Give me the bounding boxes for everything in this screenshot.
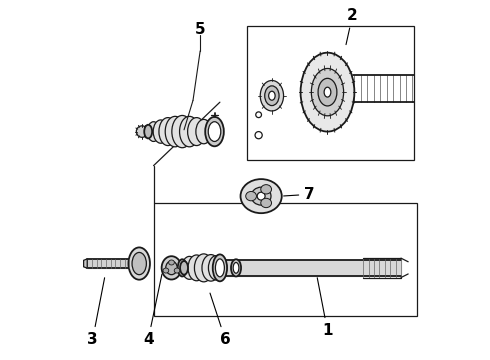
Ellipse shape [208, 256, 224, 280]
Ellipse shape [241, 179, 282, 213]
Ellipse shape [188, 255, 205, 281]
Text: 4: 4 [143, 274, 162, 347]
Ellipse shape [166, 261, 177, 275]
Circle shape [256, 112, 262, 118]
Bar [247, 26, 414, 160]
Ellipse shape [162, 256, 181, 279]
Ellipse shape [144, 125, 152, 138]
Ellipse shape [163, 268, 169, 273]
Ellipse shape [269, 91, 275, 100]
Ellipse shape [178, 259, 187, 276]
Polygon shape [84, 259, 87, 268]
Ellipse shape [174, 268, 180, 273]
Ellipse shape [261, 185, 271, 194]
Text: 5: 5 [195, 22, 205, 37]
Ellipse shape [202, 255, 220, 281]
Text: 1: 1 [317, 278, 333, 338]
Circle shape [255, 132, 262, 139]
Text: 3: 3 [87, 278, 104, 347]
Ellipse shape [128, 247, 150, 280]
Ellipse shape [182, 256, 197, 279]
Ellipse shape [311, 68, 343, 116]
Ellipse shape [260, 81, 284, 111]
Ellipse shape [169, 260, 174, 265]
Ellipse shape [251, 187, 271, 205]
Ellipse shape [132, 252, 147, 275]
Ellipse shape [216, 259, 224, 277]
Ellipse shape [300, 53, 354, 132]
Ellipse shape [153, 120, 168, 143]
Ellipse shape [261, 198, 271, 208]
Ellipse shape [318, 78, 337, 106]
Bar [153, 203, 417, 316]
Ellipse shape [324, 87, 331, 97]
Text: 2: 2 [346, 8, 358, 45]
Ellipse shape [213, 255, 227, 281]
Ellipse shape [245, 192, 256, 201]
Ellipse shape [233, 262, 239, 273]
Ellipse shape [205, 117, 224, 146]
Text: 7: 7 [284, 187, 315, 202]
Ellipse shape [188, 118, 205, 145]
Ellipse shape [180, 261, 188, 275]
Ellipse shape [165, 116, 185, 147]
Ellipse shape [196, 120, 212, 144]
Ellipse shape [147, 122, 160, 141]
Ellipse shape [159, 118, 177, 145]
Ellipse shape [257, 192, 265, 200]
Ellipse shape [179, 116, 199, 147]
Ellipse shape [208, 122, 221, 141]
Ellipse shape [172, 116, 193, 148]
Ellipse shape [265, 86, 279, 105]
Text: 6: 6 [210, 293, 231, 347]
Ellipse shape [136, 126, 148, 137]
Ellipse shape [231, 259, 241, 276]
Ellipse shape [195, 254, 213, 282]
